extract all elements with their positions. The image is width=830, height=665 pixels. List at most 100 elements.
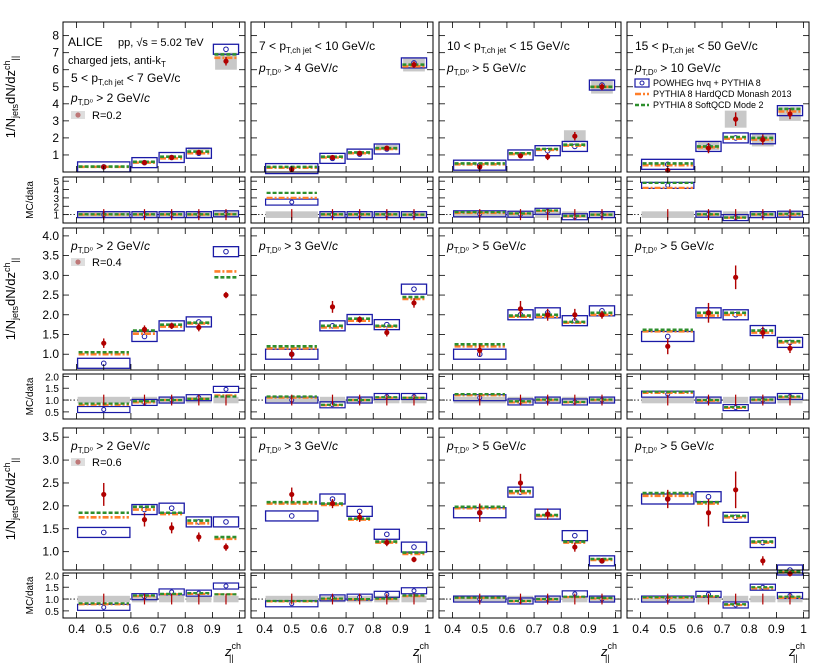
- ratio-powheg-box: [76, 405, 131, 414]
- data-point: [223, 292, 229, 298]
- y-tick-label: 1: [52, 148, 59, 162]
- labels-group: ALICE pp, √s = 5.02 TeV charged jets, an…: [68, 35, 204, 69]
- data-point: [665, 343, 671, 349]
- data-point: [411, 300, 417, 306]
- x-tick-label: 0.6: [123, 622, 140, 636]
- panel-frame: [62, 176, 246, 224]
- panel-main-r2-c1: [250, 427, 434, 571]
- radius-label-r1: R=0.4: [92, 257, 122, 269]
- powheg-point: [100, 529, 107, 536]
- powheg-box: [346, 313, 373, 326]
- powheg-box: [76, 526, 131, 539]
- x-axis-label-c3: zch ||: [788, 641, 805, 663]
- data-point: [384, 539, 390, 546]
- panel-main-r0-c3: [626, 21, 810, 173]
- powheg-box: [131, 156, 158, 169]
- panel-main-r2-c2: [438, 427, 622, 571]
- data-point: [572, 133, 578, 139]
- data-point: [477, 510, 483, 516]
- x-tick-label: 1: [612, 622, 619, 636]
- y-tick-label: 7: [52, 46, 59, 60]
- powheg-point: [664, 333, 671, 340]
- ratio-powheg-box: [749, 583, 777, 591]
- powheg-point: [223, 248, 229, 255]
- data-point: [599, 558, 605, 564]
- powheg-box: [400, 283, 428, 295]
- radius-label-r0: R=0.2: [92, 110, 122, 122]
- panel-main-r2-c0: 1.0 1.5 2.0 2.5 3.0 3.5: [42, 427, 246, 571]
- panel-ratio-r2-c1: 0.4 0.5 0.6 0.7 0.8 0.9 1: [250, 572, 434, 636]
- powheg-box: [588, 555, 616, 567]
- powheg-point: [411, 286, 417, 292]
- ratio-powheg-point: [665, 182, 671, 188]
- x-tick-label: 0.8: [741, 622, 758, 636]
- x-tick-label: 0.9: [204, 622, 221, 636]
- ratio-powheg-point: [101, 407, 107, 413]
- data-point: [760, 329, 766, 336]
- data-point: [101, 340, 107, 346]
- data-point: [411, 62, 417, 68]
- panel-frame: [250, 21, 434, 173]
- x-tick-label: 0.5: [95, 622, 112, 636]
- y-tick-label: 3.5: [42, 430, 59, 444]
- data-point: [196, 534, 202, 540]
- data-point: [357, 514, 363, 520]
- x-tick-label: 0.9: [580, 622, 597, 636]
- x-tick-label: 0.4: [632, 622, 649, 636]
- powheg-point: [168, 505, 175, 511]
- x-tick-label: 0.9: [768, 622, 785, 636]
- y-tick-label: 1: [53, 211, 59, 222]
- panel-ratio-r2-c2: 0.4 0.5 0.6 0.7 0.8 0.9 1: [438, 572, 622, 636]
- panel-frame: [438, 176, 622, 224]
- powheg-point: [223, 519, 229, 525]
- ratio-powheg-point: [223, 386, 229, 392]
- y-tick-label: 8: [52, 29, 59, 43]
- legend-powheg-swatch: [634, 78, 650, 88]
- data-point: [196, 149, 202, 155]
- powheg-box: [158, 151, 185, 164]
- y-axis-label-ratio-r0: MC/data: [25, 181, 36, 219]
- data-point: [384, 145, 390, 151]
- panel-frame: [626, 21, 810, 173]
- ratio-powheg-box: [212, 385, 240, 393]
- y-tick-label: 1.5: [42, 328, 59, 342]
- panel-main-r2-c3: [626, 427, 810, 577]
- y-tick-label: 2.5: [42, 288, 59, 302]
- jet-range-label-c0: 5 < pT,ch jet < 7 GeV/c: [71, 71, 180, 87]
- powheg-box: [507, 149, 534, 161]
- x-tick-label: 0.7: [338, 622, 355, 636]
- powheg-box: [722, 132, 749, 144]
- y-axis-label-main-r2: 1/NjetsdN/dzch||: [2, 458, 20, 540]
- y-tick-label: 1.5: [45, 384, 59, 395]
- y-tick-label: 1.0: [45, 396, 59, 407]
- panel-ratio-r2-c3: 0.4 0.5 0.6 0.7 0.8 0.9 1: [626, 572, 810, 636]
- y-tick-label: 0.5: [45, 607, 59, 618]
- y-tick-label: 4: [52, 97, 59, 111]
- data-point: [545, 154, 551, 160]
- ratio-powheg-point: [101, 604, 107, 610]
- ratio-powheg-point: [289, 199, 295, 205]
- ptD-label-r2-c0: pT,D⁰ > 2 GeV/c: [70, 439, 150, 455]
- y-tick-label: 1.5: [42, 522, 59, 536]
- data-point: [517, 306, 524, 312]
- y-tick-label: 0.5: [45, 408, 59, 419]
- data-point: [760, 137, 766, 143]
- data-point: [705, 510, 712, 516]
- data-point: [733, 116, 739, 122]
- radius-marker-band-r1: [71, 258, 85, 266]
- data-point: [141, 517, 148, 523]
- data-point: [289, 491, 295, 498]
- powheg-box: [264, 510, 319, 522]
- powheg-point: [223, 46, 229, 53]
- ptD-label-r0-c2: pT,D⁰ > 5 GeV/c: [446, 61, 526, 77]
- legend-label-1: PYTHIA 8 HardQCD Monash 2013: [653, 89, 792, 99]
- panel-main-r1-c3: [626, 227, 810, 371]
- data-point: [705, 310, 712, 316]
- data-point: [169, 525, 175, 531]
- x-tick-label: 0.8: [365, 622, 382, 636]
- data-point: [599, 84, 605, 90]
- data-point: [223, 544, 229, 550]
- panel-frame: [62, 427, 246, 571]
- y-tick-label: 2: [52, 131, 59, 145]
